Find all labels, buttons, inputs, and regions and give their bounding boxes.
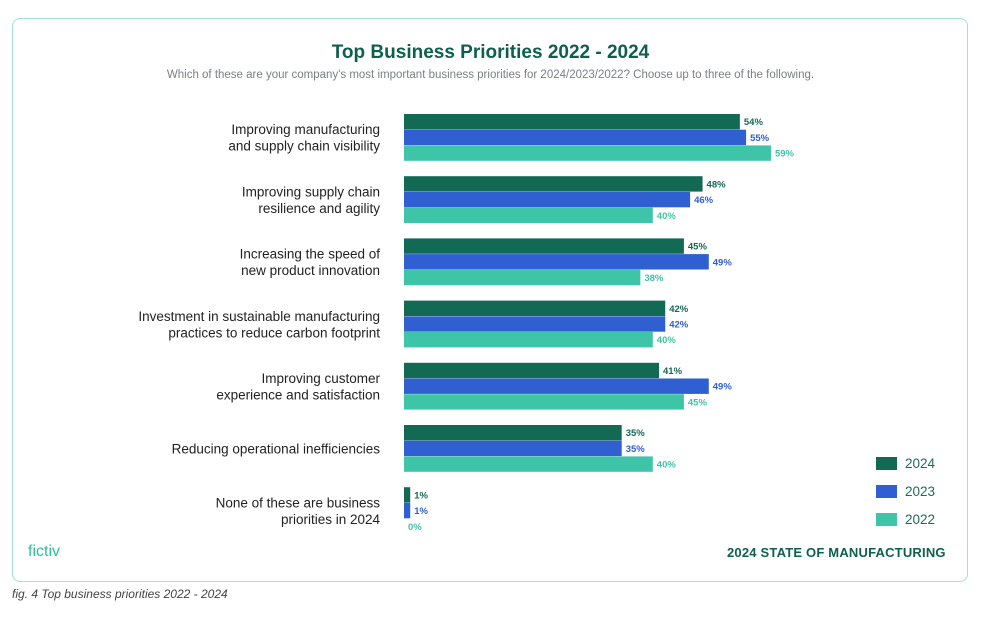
chart-subtitle: Which of these are your company's most i… [166, 69, 815, 81]
legend-swatch-2024 [876, 456, 897, 470]
bar-2024 [404, 176, 703, 192]
legend-label-2023: 2023 [905, 483, 936, 499]
bar-2022 [404, 269, 641, 286]
category-label-line: Investment in sustainable manufacturing [138, 309, 380, 324]
data-label-2023: 49% [713, 257, 733, 268]
category-label-line: Increasing the speed of [240, 247, 381, 262]
category-label: Improving supply chain resilience and agi… [242, 184, 380, 216]
bar-2024 [404, 425, 622, 441]
bar-2024 [404, 238, 684, 254]
bar-2022 [404, 145, 771, 161]
bar-2023 [404, 378, 709, 394]
data-label-2022: 40% [657, 335, 677, 346]
data-label-2023: 49% [713, 382, 733, 393]
legend-item-2024: 2024 [876, 449, 966, 477]
bar-2024 [404, 487, 411, 503]
bar-2024 [404, 114, 740, 130]
category-label: Improving manufacturing and supply chain … [228, 122, 380, 154]
data-label-2024: 35% [626, 428, 646, 439]
figure-caption: fig. 4 Top business priorities 2022 - 20… [12, 587, 228, 601]
data-label-2023: 1% [414, 506, 428, 517]
data-label-2024: 42% [669, 304, 689, 315]
bar-2023 [404, 129, 747, 146]
bar-2023 [404, 191, 691, 208]
legend-label-2022: 2022 [905, 511, 936, 527]
bar-2022 [404, 456, 653, 472]
category-label-line: priorities in 2024 [281, 512, 381, 527]
bar-2024 [404, 300, 666, 316]
legend-swatch-2022 [876, 512, 897, 526]
category-label: Reducing operational inefficiencies [172, 441, 381, 456]
bar-2023 [404, 440, 622, 457]
bar-2023 [404, 254, 709, 270]
category-label-line: practices to reduce carbon footprint [168, 325, 380, 340]
category-label: Improving customer experience and satisfa… [216, 371, 380, 403]
chart-card [12, 18, 968, 582]
data-label-2022: 40% [657, 460, 677, 471]
legend-item-2023: 2023 [876, 477, 966, 505]
legend-label-2024: 2024 [905, 455, 936, 471]
data-label-2024: 45% [688, 242, 708, 253]
data-label-2023: 35% [626, 444, 646, 455]
category-label-line: Improving customer [261, 371, 380, 386]
category-label-line: None of these are business [216, 495, 381, 510]
bar-2023 [404, 316, 666, 332]
report-title: 2024 STATE OF MANUFACTURING [727, 545, 946, 560]
data-label-2023: 42% [669, 320, 689, 331]
category-label-line: experience and satisfaction [216, 387, 380, 402]
bar-2022 [404, 207, 653, 223]
data-label-2022: 40% [657, 211, 677, 222]
data-label-2024: 41% [663, 366, 683, 377]
data-label-2024: 48% [707, 179, 727, 190]
bar-2022 [404, 394, 684, 410]
data-label-2022: 45% [688, 397, 708, 408]
bar-2024 [404, 362, 660, 379]
bar-2023 [404, 502, 411, 519]
category-label: Investment in sustainable manufacturing p… [138, 309, 380, 341]
category-label: None of these are business priorities in … [216, 495, 381, 526]
category-label-line: resilience and agility [258, 201, 380, 216]
category-label-line: and supply chain visibility [228, 139, 380, 154]
data-label-2024: 54% [744, 117, 764, 128]
category-label-line: Improving supply chain [242, 184, 380, 199]
data-label-2022: 59% [775, 149, 795, 160]
bar-2022 [404, 332, 653, 348]
data-label-2022: 38% [644, 273, 664, 284]
data-label-2023: 55% [750, 133, 770, 144]
legend-item-2022: 2022 [876, 505, 966, 533]
legend: 2024 2023 2022 [876, 449, 966, 533]
legend-swatch-2023 [876, 484, 897, 498]
data-label-2022: 0% [408, 522, 422, 533]
data-label-2023: 46% [694, 195, 714, 206]
chart-title: Top Business Priorities 2022 - 2024 [331, 42, 650, 63]
category-label-line: Improving manufacturing [231, 122, 380, 137]
category-label: Increasing the speed of new product innov… [240, 247, 381, 279]
data-label-2024: 1% [414, 490, 428, 501]
brand-logo: fictiv [28, 543, 60, 560]
category-label-line: new product innovation [241, 263, 380, 278]
category-label-line: Reducing operational inefficiencies [172, 441, 381, 456]
